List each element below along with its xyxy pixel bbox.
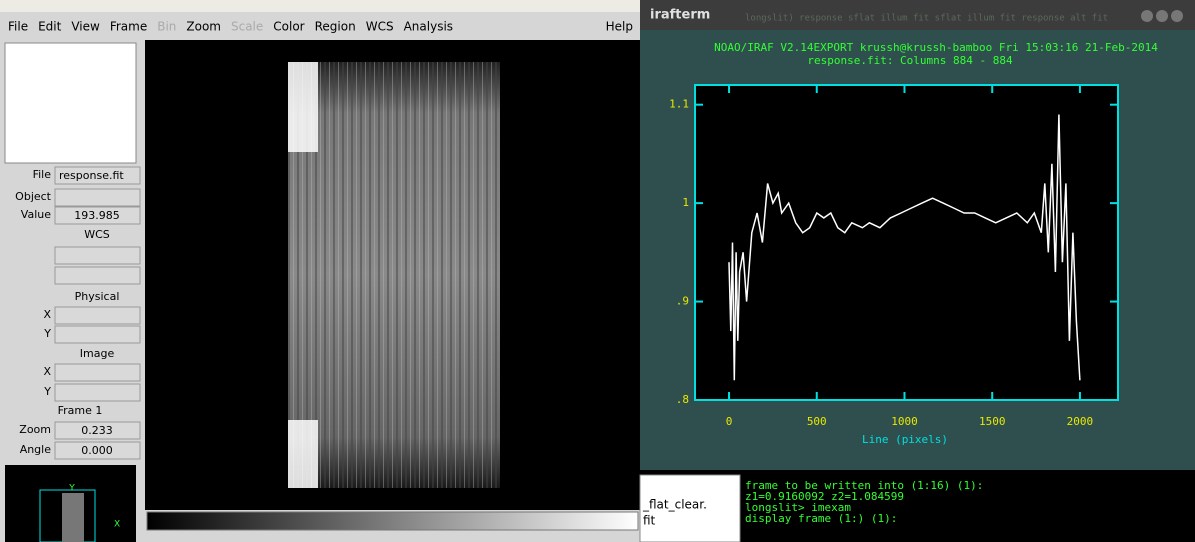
menu-item[interactable]: Bin bbox=[157, 20, 176, 34]
terminal-line: display frame (1:) (1): bbox=[745, 512, 897, 525]
plot-header: NOAO/IRAF V2.14EXPORT krussh@krussh-bamb… bbox=[714, 41, 1158, 54]
field bbox=[55, 326, 140, 343]
side-text: _flat_clear. bbox=[642, 498, 707, 512]
field bbox=[55, 307, 140, 324]
label: File bbox=[33, 168, 52, 181]
y-tick-label: 1 bbox=[682, 196, 689, 209]
magnifier bbox=[5, 43, 136, 163]
page: {"ds9": {"menu": ["File", "Edit", "View"… bbox=[0, 0, 1195, 542]
image-texture bbox=[288, 62, 500, 488]
y-tick-label: .9 bbox=[676, 295, 689, 308]
menu-item[interactable]: Frame bbox=[110, 20, 147, 34]
label: Y bbox=[43, 385, 51, 398]
label: Value bbox=[21, 208, 51, 221]
section: Image bbox=[80, 347, 115, 360]
menu-item[interactable]: Color bbox=[273, 20, 304, 34]
menu-item[interactable]: Zoom bbox=[186, 20, 221, 34]
image-corner bbox=[288, 62, 318, 152]
menu-item[interactable]: View bbox=[71, 20, 100, 34]
menu-item[interactable]: File bbox=[8, 20, 28, 34]
field bbox=[55, 364, 140, 381]
field-value: 0.233 bbox=[81, 424, 113, 437]
field bbox=[55, 384, 140, 401]
image-corner bbox=[288, 420, 318, 488]
x-tick-label: 1500 bbox=[979, 415, 1006, 428]
window-subtitle: longslit) response sflat illum fit sflat… bbox=[745, 14, 1108, 24]
title-strip bbox=[0, 0, 640, 12]
menu-bar: File Edit View Frame Bin Zoom Scale Color Region… bbox=[8, 20, 453, 34]
label: Object bbox=[15, 190, 52, 203]
field bbox=[55, 267, 140, 284]
x-tick-label: 2000 bbox=[1067, 415, 1094, 428]
screen: File Edit View Frame Bin Zoom Scale Color Region… bbox=[0, 0, 1195, 542]
window-title: irafterm bbox=[650, 8, 710, 23]
compass-label: Y bbox=[68, 484, 75, 494]
label: X bbox=[43, 308, 51, 321]
x-axis-label: Line (pixels) bbox=[862, 433, 948, 446]
colorbar bbox=[147, 512, 638, 530]
y-tick-label: 1.1 bbox=[669, 98, 689, 111]
menu-item[interactable]: Analysis bbox=[404, 20, 453, 34]
y-tick-label: .8 bbox=[676, 393, 689, 406]
plot-header: response.fit: Columns 884 - 884 bbox=[807, 54, 1013, 67]
field bbox=[55, 189, 140, 206]
field-value: 0.000 bbox=[81, 444, 113, 457]
field-value: 193.985 bbox=[74, 209, 120, 222]
section: Frame 1 bbox=[58, 404, 103, 417]
menu-item[interactable]: Scale bbox=[231, 20, 263, 34]
window-button[interactable] bbox=[1156, 10, 1168, 22]
menu-item[interactable]: WCS bbox=[366, 20, 394, 34]
menu-item[interactable]: Region bbox=[315, 20, 356, 34]
label: X bbox=[43, 365, 51, 378]
side-text: fit bbox=[643, 514, 656, 528]
x-tick-label: 0 bbox=[726, 415, 733, 428]
field bbox=[55, 247, 140, 264]
section: WCS bbox=[84, 228, 110, 241]
pan-image bbox=[62, 493, 84, 542]
help-menu[interactable]: Help bbox=[606, 20, 633, 34]
x-tick-label: 500 bbox=[807, 415, 827, 428]
menu-item[interactable]: Edit bbox=[38, 20, 62, 34]
x-tick-label: 1000 bbox=[891, 415, 918, 428]
label: Y bbox=[43, 327, 51, 340]
compass-label: X bbox=[114, 520, 120, 530]
window-button[interactable] bbox=[1171, 10, 1183, 22]
label: Angle bbox=[20, 443, 52, 456]
field-value: response.fit bbox=[59, 169, 124, 182]
label: Zoom bbox=[19, 423, 51, 436]
window-button[interactable] bbox=[1141, 10, 1153, 22]
section: Physical bbox=[75, 290, 120, 303]
